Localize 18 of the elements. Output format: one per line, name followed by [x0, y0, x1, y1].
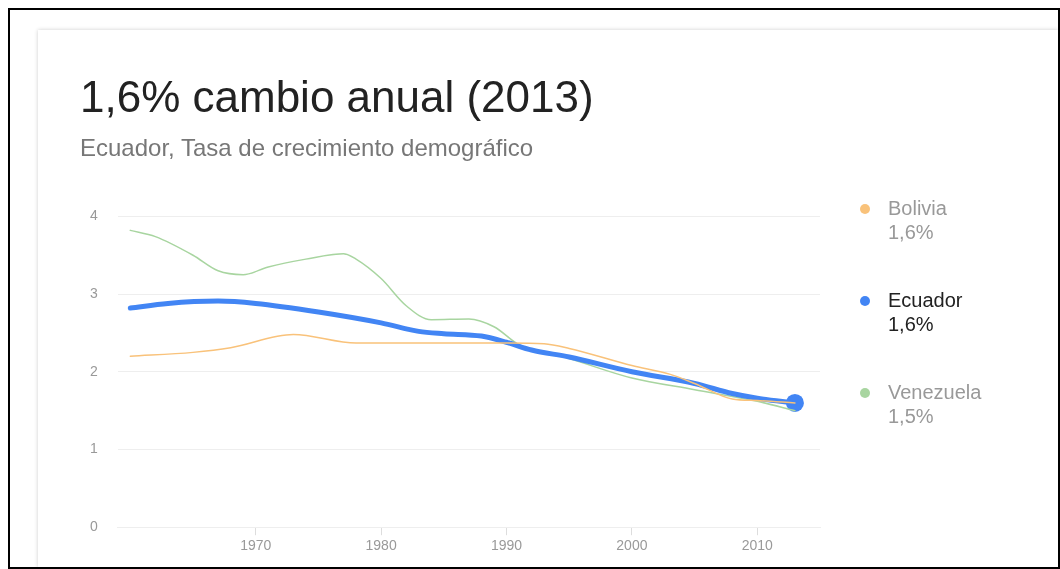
text: 1,5% [888, 404, 935, 428]
text: 1,6% [888, 220, 935, 244]
chart-subtitle: Ecuador, Tasa de crecimiento demográfico [80, 134, 534, 162]
chart-title: 1,6% cambio anual (2013) [80, 72, 594, 122]
x-tick-label: 1980 [365, 537, 397, 554]
y-tick-label: 0 [89, 518, 98, 535]
legend-label: Bolivia [888, 196, 948, 220]
x-tick-label: 2010 [741, 537, 774, 554]
y-tick-label: 2 [89, 362, 98, 379]
x-tick-label: 2000 [616, 537, 648, 554]
x-tick-label: 1970 [240, 537, 272, 554]
text: 1,6% [888, 312, 935, 336]
legend-label: Venezuela [888, 380, 982, 404]
x-tick-label: 1990 [490, 537, 523, 554]
y-tick-label: 3 [89, 284, 98, 301]
y-tick-label: 4 [89, 207, 98, 224]
y-tick-label: 1 [89, 440, 98, 457]
legend-label: Ecuador [888, 288, 964, 312]
